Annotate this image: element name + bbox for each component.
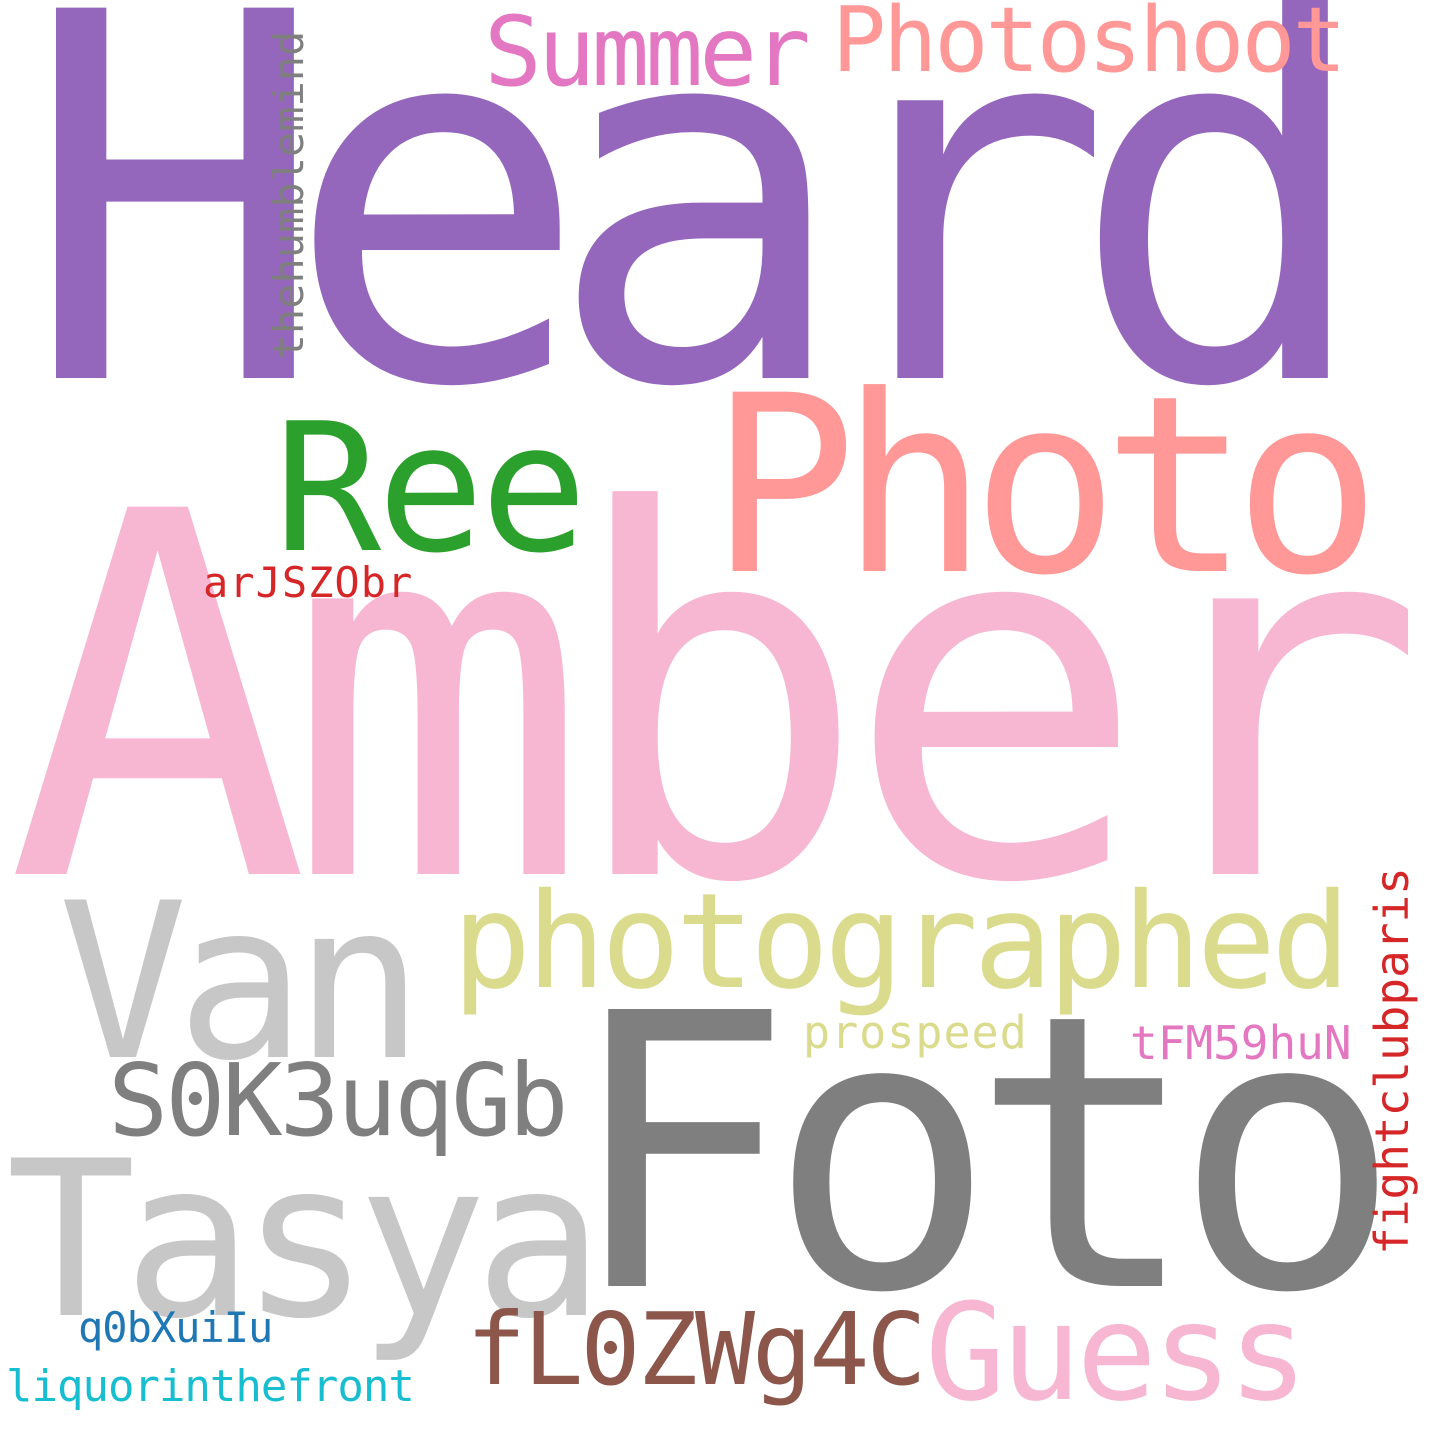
- word-arjszobr: arJSZObr: [203, 558, 414, 607]
- word-fl0zwg4c: fL0ZWg4C: [466, 1291, 927, 1408]
- word-heard: Heard: [22, 0, 1375, 498]
- word-fightclubparis: fightclubparis: [1365, 867, 1419, 1255]
- word-foto: Foto: [565, 933, 1402, 1376]
- word-tfm59hun: tFM59huN: [1130, 1016, 1352, 1070]
- word-tasya: Tasya: [6, 1115, 604, 1366]
- word-liquorinthefront: liquorinthefront: [6, 1361, 415, 1412]
- word-thehumblemind: thehumblemind: [264, 30, 313, 360]
- word-van: Van: [58, 857, 424, 1108]
- word-summer: Summer: [484, 0, 811, 108]
- word-prospeed: prospeed: [803, 1006, 1028, 1059]
- word-ree: Ree: [274, 385, 587, 592]
- word-amber: Amber: [6, 406, 1427, 993]
- word-photographed: photographed: [452, 865, 1351, 1019]
- word-guess: Guess: [925, 1275, 1308, 1431]
- word-q0bxuiiu: q0bXuiIu: [78, 1303, 273, 1352]
- word-photo: Photo: [709, 344, 1382, 630]
- word-photoshoot: Photoshoot: [832, 0, 1347, 93]
- word-s0k3uqgb: S0K3uqGb: [108, 1042, 569, 1159]
